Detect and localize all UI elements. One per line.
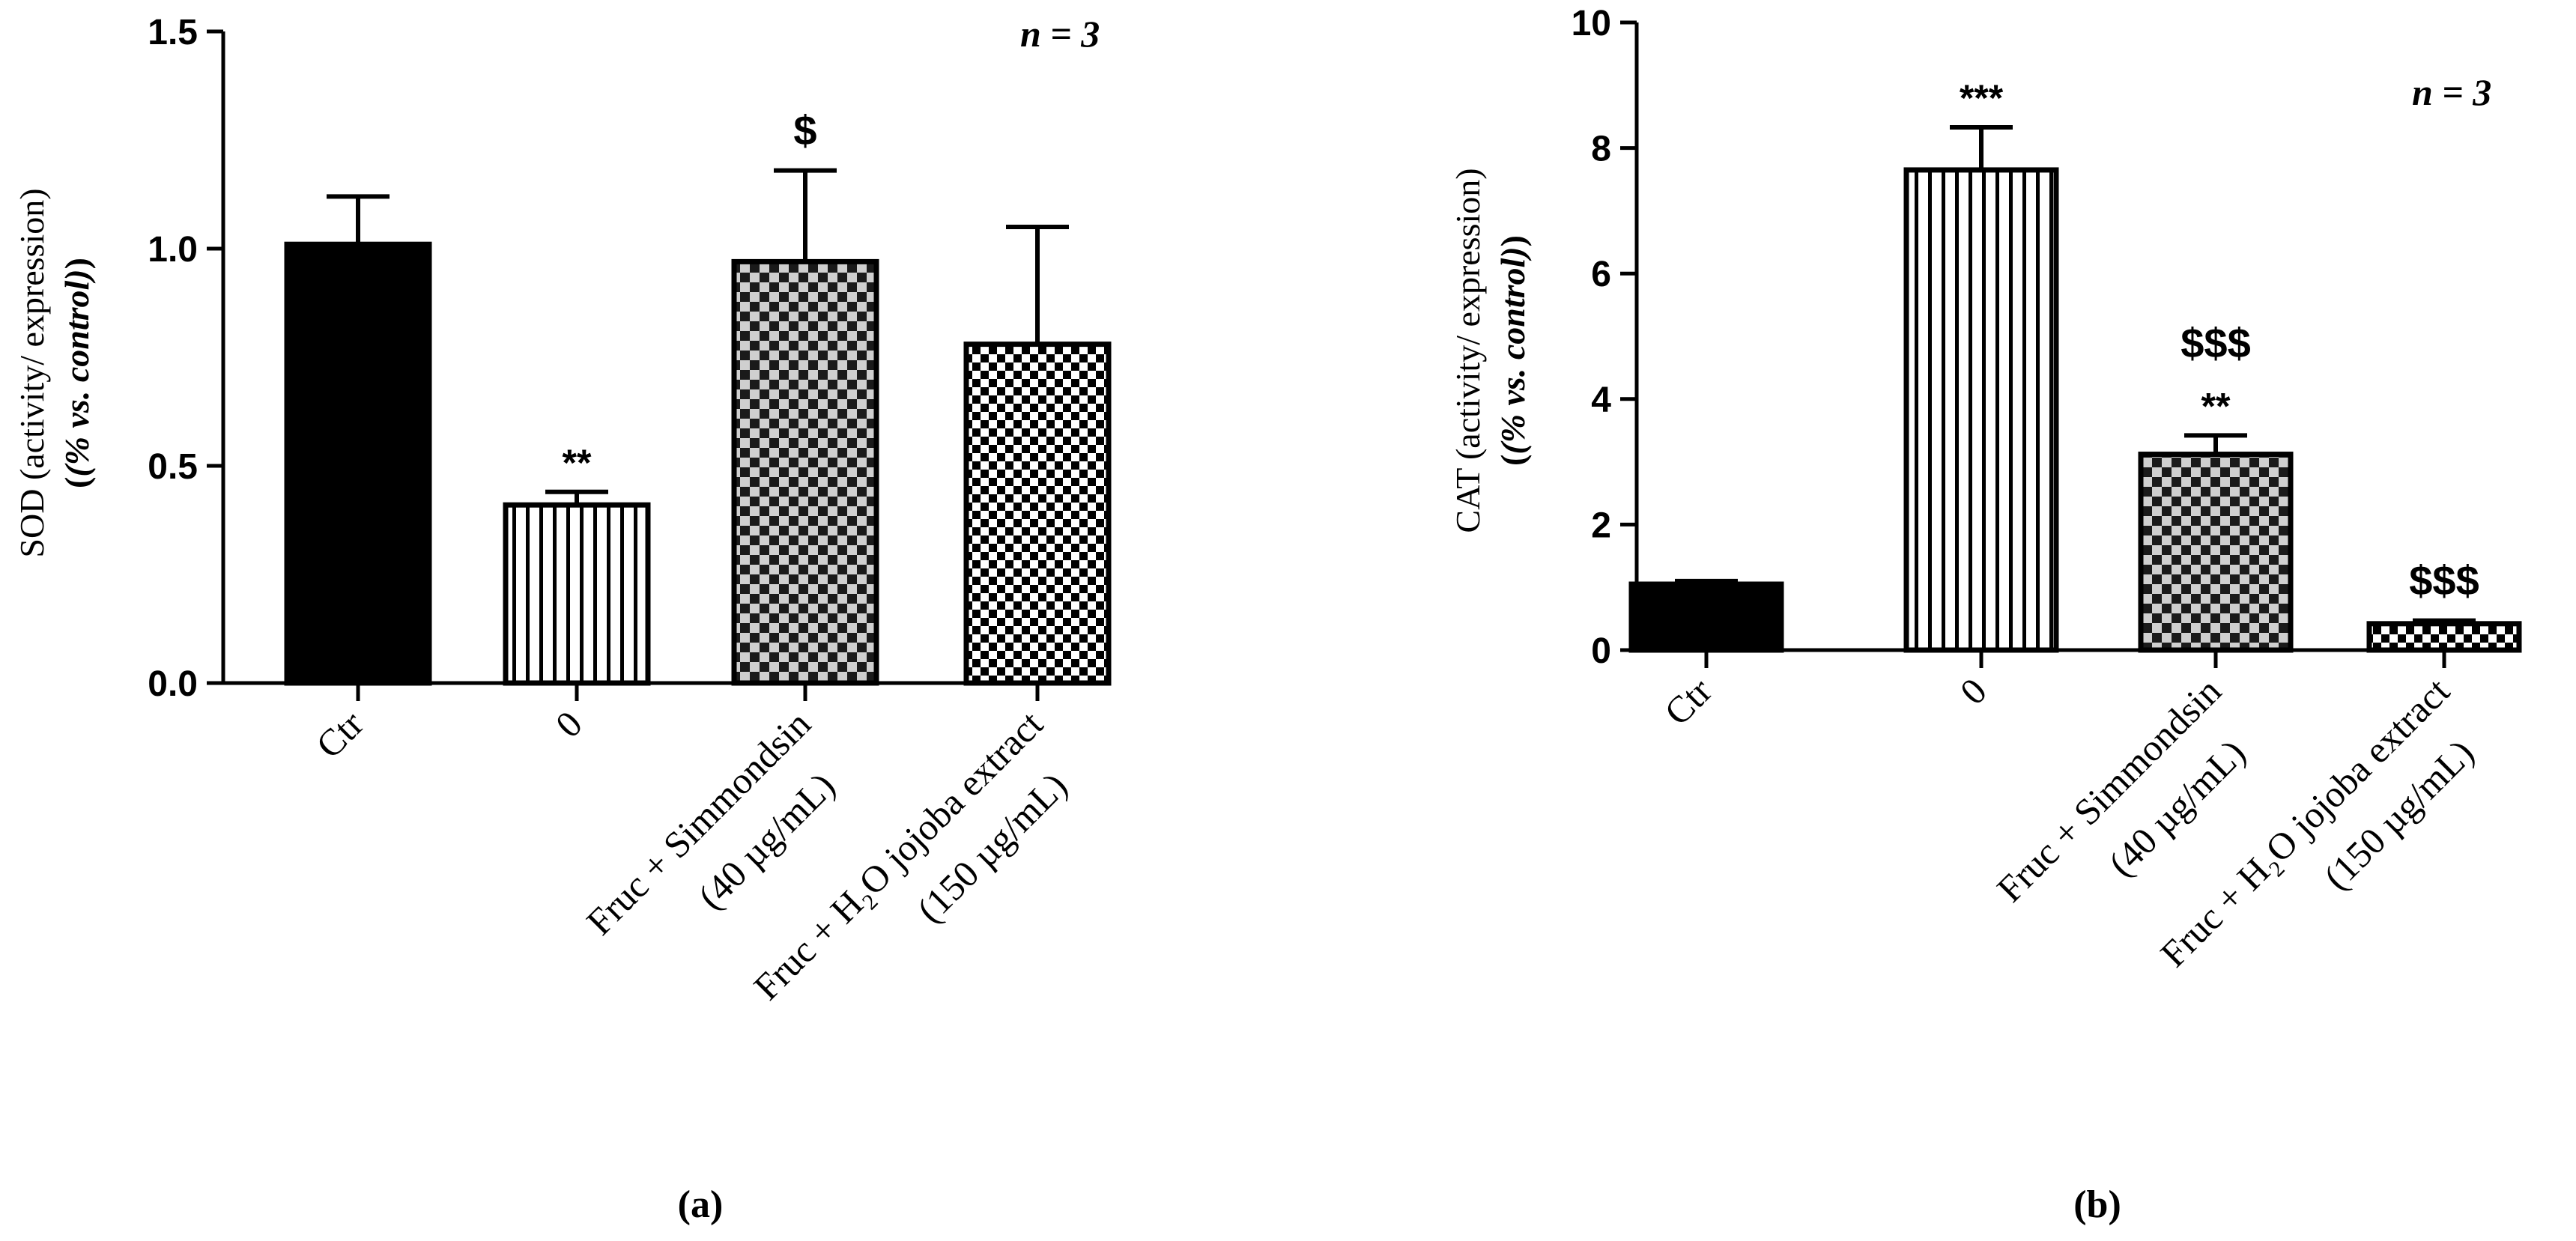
sod-bar [284,241,432,686]
cat-chart: CAT (activity/ expression) ((% vs. contr… [1449,4,2522,1226]
panel-label-b: (b) [2073,1183,2121,1226]
cat-y-sub-italic: (% vs. control) [1494,246,1532,454]
sod-y-sub-italic: (% vs. control) [58,269,96,476]
cat-significance-mark: $$$ [2180,319,2250,366]
cat-y-tick-label: 4 [1591,380,1611,420]
sod-significance-mark: $ [793,107,816,154]
sod-y-axis-title: SOD (activity/ expression) [13,188,51,557]
sod-chart: SOD (activity/ expression) ((% vs. contr… [13,13,1112,1226]
sod-bar [503,502,651,686]
cat-bar [1903,167,2059,653]
cat-n-label: n = 3 [2412,71,2491,113]
cat-y-tick-label: 10 [1572,4,1611,43]
cat-significance-mark: ** [2201,385,2231,427]
panel-label-a: (a) [678,1183,724,1226]
cat-y-axis-title: CAT (activity/ expression) [1449,168,1487,532]
cat-y-tick-label: 6 [1591,255,1611,294]
cat-significance-mark: $$$ [2409,557,2479,604]
cat-bar [2366,621,2522,653]
sod-y-tick-label: 1.5 [148,13,198,52]
cat-y-tick-label: 0 [1591,631,1611,671]
cat-y-tick-label: 8 [1591,130,1611,169]
sod-x-tick-label: Ctr [308,703,372,766]
cat-bar [2138,452,2294,653]
sod-n-label: n = 3 [1020,13,1100,55]
sod-y-tick-label: 0.0 [148,664,198,704]
cat-significance-mark: *** [1960,77,2004,119]
cat-y-axis-subtitle: ((% vs. control)) [1494,235,1532,466]
cat-x-tick-label: Ctr [1656,670,1720,733]
cat-axes: 0 2 4 6 8 10 [1572,4,2521,671]
sod-y-axis-subtitle: ((% vs. control)) [58,258,96,488]
cat-labels: Ctr***0$$$**Fruc + Simmondsin(40 µg/mL)$… [1656,77,2482,975]
sod-bar [963,342,1112,686]
cat-bars [1628,124,2522,653]
sod-bar [731,258,879,686]
sod-y-tick-label: 1.0 [148,230,198,270]
sod-y-tick-label: 0.5 [148,447,198,487]
sod-x-tick-label: 0 [548,703,590,745]
cat-bar [1628,581,1784,653]
sod-bars [284,168,1112,686]
cat-x-tick-label: 0 [1952,670,1995,712]
sod-significance-mark: ** [563,442,592,484]
cat-y-tick-label: 2 [1591,506,1611,545]
